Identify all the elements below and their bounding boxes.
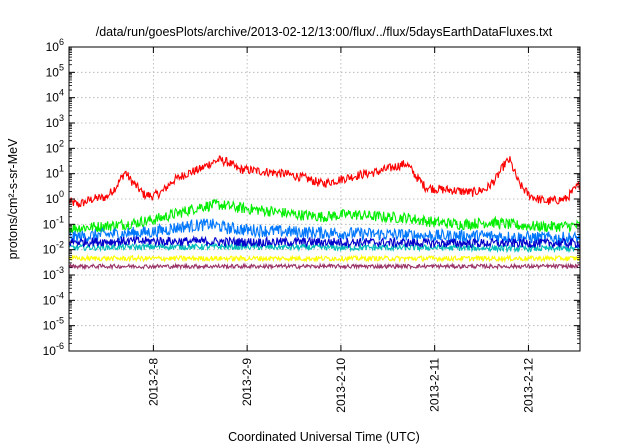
- y-tick-base: 10: [46, 40, 60, 54]
- y-tick-exponent: -4: [56, 290, 64, 300]
- y-tick-label: 102: [46, 138, 64, 155]
- y-axis-label: protons/cm²-s-sr-MeV: [6, 138, 20, 260]
- y-tick-exponent: -1: [56, 214, 64, 224]
- y-tick-base: 10: [43, 268, 57, 282]
- data-series-line-1: [68, 198, 581, 235]
- x-tick-label: 2013-2-11: [428, 358, 442, 412]
- y-tick-label: 101: [46, 164, 64, 181]
- y-tick-label: 10-4: [43, 290, 64, 307]
- y-tick-exponent: 1: [59, 164, 64, 174]
- y-tick-base: 10: [46, 91, 60, 105]
- y-tick-label: 103: [46, 113, 64, 130]
- y-tick-exponent: -3: [56, 265, 64, 275]
- x-tick-label: 2013-2-8: [146, 358, 160, 406]
- y-tick-exponent: -6: [56, 341, 64, 351]
- y-tick-label: 10-1: [43, 214, 64, 231]
- y-tick-base: 10: [46, 192, 60, 206]
- y-tick-exponent: 0: [59, 189, 64, 199]
- y-tick-label: 10-6: [43, 341, 64, 358]
- y-tick-base: 10: [43, 243, 57, 257]
- x-axis-label: Coordinated Universal Time (UTC): [228, 430, 420, 444]
- y-tick-base: 10: [46, 116, 60, 130]
- y-tick-base: 10: [46, 167, 60, 181]
- x-tick-label: 2013-2-10: [334, 358, 348, 413]
- data-series-line-3: [68, 242, 581, 254]
- y-tick-label: 10-2: [43, 240, 64, 257]
- y-tick-exponent: 3: [59, 113, 64, 123]
- y-tick-exponent: 5: [59, 62, 64, 72]
- y-tick-base: 10: [46, 141, 60, 155]
- grid-lines: [69, 47, 580, 351]
- y-tick-exponent: 2: [59, 138, 64, 148]
- data-series-line-0: [68, 155, 581, 208]
- data-series: [68, 155, 581, 271]
- y-tick-label: 105: [46, 62, 64, 79]
- y-tick-label: 106: [46, 37, 64, 54]
- x-tick-label: 2013-2-12: [521, 358, 535, 413]
- data-series-line-5: [68, 253, 581, 264]
- x-tick-label: 2013-2-9: [240, 358, 254, 406]
- y-tick-base: 10: [46, 65, 60, 79]
- y-tick-exponent: -5: [56, 316, 64, 326]
- y-tick-label: 104: [46, 88, 64, 105]
- y-tick-label: 100: [46, 189, 64, 206]
- y-tick-base: 10: [43, 217, 57, 231]
- y-tick-label: 10-3: [43, 265, 64, 282]
- y-tick-base: 10: [43, 344, 57, 358]
- y-tick-exponent: 4: [59, 88, 64, 98]
- y-tick-label: 10-5: [43, 316, 64, 333]
- axis-ticks: 10610510410310210110010-110-210-310-410-…: [43, 37, 580, 413]
- y-tick-exponent: -2: [56, 240, 64, 250]
- y-tick-base: 10: [43, 293, 57, 307]
- chart-title: /data/run/goesPlots/archive/2013-02-12/1…: [96, 25, 553, 39]
- data-series-line-4: [68, 234, 581, 250]
- data-series-line-6: [68, 262, 581, 271]
- y-tick-base: 10: [43, 319, 57, 333]
- data-series-line-2: [68, 218, 581, 246]
- y-tick-exponent: 6: [59, 37, 64, 47]
